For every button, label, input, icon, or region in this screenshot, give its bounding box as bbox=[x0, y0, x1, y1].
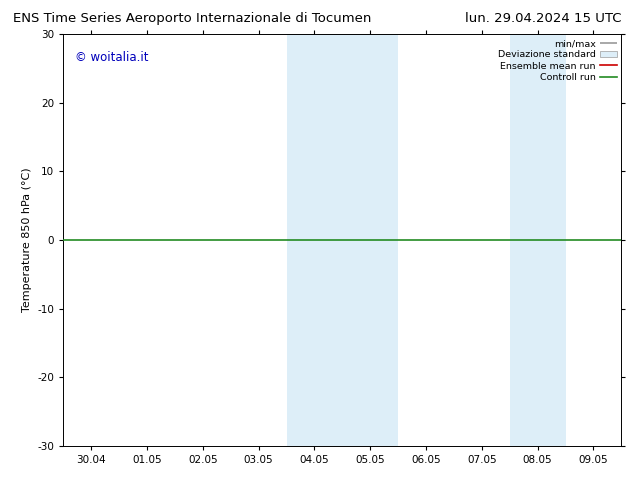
Bar bbox=[342, 34, 398, 446]
Bar bbox=[510, 34, 566, 446]
Text: © woitalia.it: © woitalia.it bbox=[75, 51, 148, 64]
Y-axis label: Temperature 850 hPa (°C): Temperature 850 hPa (°C) bbox=[22, 168, 32, 313]
Legend: min/max, Deviazione standard, Ensemble mean run, Controll run: min/max, Deviazione standard, Ensemble m… bbox=[495, 36, 619, 85]
Text: ENS Time Series Aeroporto Internazionale di Tocumen: ENS Time Series Aeroporto Internazionale… bbox=[13, 12, 371, 25]
Text: lun. 29.04.2024 15 UTC: lun. 29.04.2024 15 UTC bbox=[465, 12, 621, 25]
Bar bbox=[287, 34, 342, 446]
